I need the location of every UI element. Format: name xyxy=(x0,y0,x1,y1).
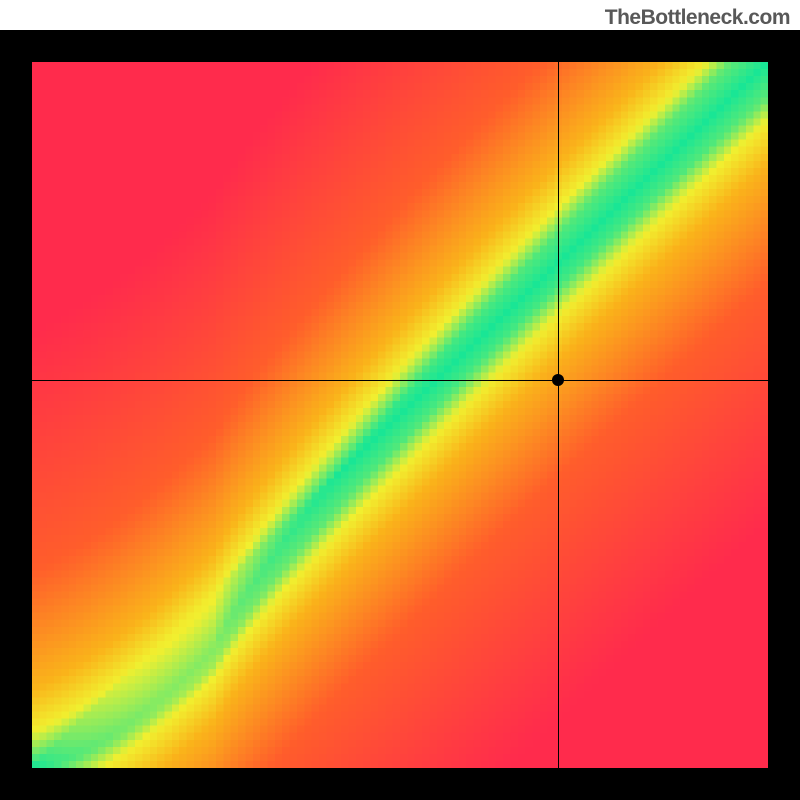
plot-area xyxy=(32,62,768,768)
crosshair-horizontal xyxy=(32,380,768,381)
chart-container: TheBottleneck.com xyxy=(0,0,800,800)
watermark-text: TheBottleneck.com xyxy=(605,6,790,30)
crosshair-marker xyxy=(552,374,564,386)
heatmap-canvas xyxy=(32,62,768,768)
crosshair-vertical xyxy=(558,62,559,768)
